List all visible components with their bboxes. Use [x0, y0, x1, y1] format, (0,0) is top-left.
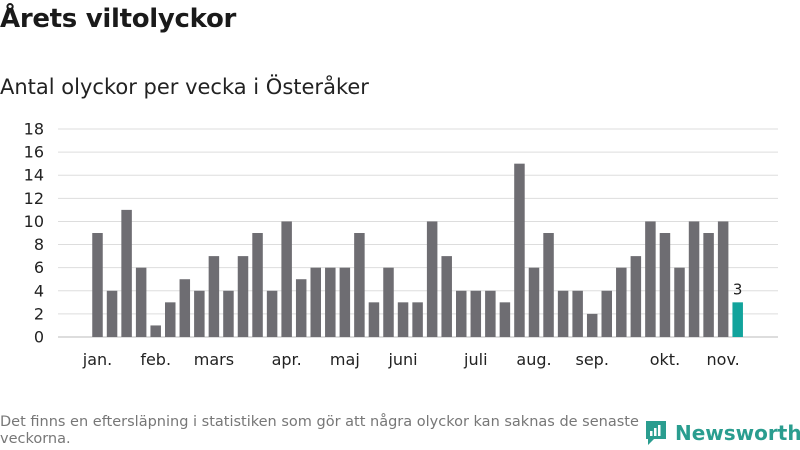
x-tick-label: juli	[463, 350, 487, 369]
bar	[179, 279, 191, 337]
bar	[165, 302, 176, 337]
chart-subtitle: Antal olyckor per vecka i Österåker	[0, 75, 369, 99]
bar	[499, 302, 511, 337]
y-tick-label: 10	[24, 212, 44, 231]
bar	[703, 233, 714, 337]
bar	[528, 267, 540, 337]
bar	[586, 313, 598, 337]
bar	[252, 233, 263, 337]
bar	[295, 279, 307, 337]
bar	[630, 256, 642, 337]
bar	[543, 233, 554, 337]
bar	[121, 209, 132, 337]
brand-name: Newsworthy	[675, 421, 800, 445]
bar	[354, 233, 365, 337]
bar	[397, 302, 409, 337]
x-tick-label: feb.	[140, 350, 171, 369]
y-tick-label: 2	[34, 304, 44, 323]
bar	[557, 290, 569, 337]
y-tick-label: 8	[34, 235, 44, 254]
bar	[368, 302, 380, 337]
bar	[106, 290, 118, 337]
bar	[208, 256, 220, 337]
bar	[412, 302, 423, 337]
bar	[659, 233, 671, 337]
bar	[310, 267, 321, 337]
x-tick-label: okt.	[650, 350, 680, 369]
bar	[281, 221, 292, 337]
y-tick-label: 6	[34, 258, 44, 277]
x-tick-label: aug.	[516, 350, 551, 369]
x-tick-label: jan.	[82, 350, 112, 369]
y-tick-label: 14	[24, 166, 44, 185]
bar	[456, 290, 467, 337]
bar	[194, 290, 205, 337]
bar	[601, 290, 612, 337]
x-tick-label: juni	[387, 350, 417, 369]
y-tick-label: 12	[24, 189, 44, 208]
bar	[325, 267, 336, 337]
bar	[266, 290, 278, 337]
y-tick-label: 18	[24, 120, 44, 139]
x-tick-label: apr.	[272, 350, 302, 369]
bar	[426, 221, 438, 337]
bar	[383, 267, 394, 337]
bar	[485, 290, 496, 337]
y-tick-label: 0	[34, 328, 44, 347]
bar	[616, 267, 627, 337]
y-tick-label: 4	[34, 281, 44, 300]
bar	[572, 290, 583, 337]
data-label: 3	[733, 280, 743, 298]
bar	[92, 233, 103, 337]
x-tick-label: mars	[194, 350, 234, 369]
bar	[514, 163, 525, 337]
footnote: Det finns en eftersläpning i statistiken…	[0, 414, 639, 447]
bar	[135, 267, 147, 337]
bar	[470, 290, 482, 337]
x-tick-label: sep.	[575, 350, 608, 369]
brand-logo: Newsworthy	[644, 419, 800, 447]
bar	[223, 290, 234, 337]
bar	[674, 267, 685, 337]
bar	[645, 221, 656, 337]
x-tick-label: nov.	[707, 350, 740, 369]
bar-chart: 0 2 4 6 8 10 12 14 16 18 3 jan. feb. mars apr. maj juni j…	[24, 120, 778, 369]
bar	[441, 256, 452, 337]
x-tick-label: maj	[330, 350, 360, 369]
bar	[688, 221, 700, 337]
bar	[150, 325, 161, 337]
bar	[339, 267, 351, 337]
bar	[717, 221, 729, 337]
bar	[732, 302, 743, 337]
bar	[237, 256, 249, 337]
y-tick-label: 16	[24, 143, 44, 162]
bar-chart-logo-icon	[646, 421, 666, 445]
chart-title: Årets viltolyckor	[0, 4, 237, 34]
